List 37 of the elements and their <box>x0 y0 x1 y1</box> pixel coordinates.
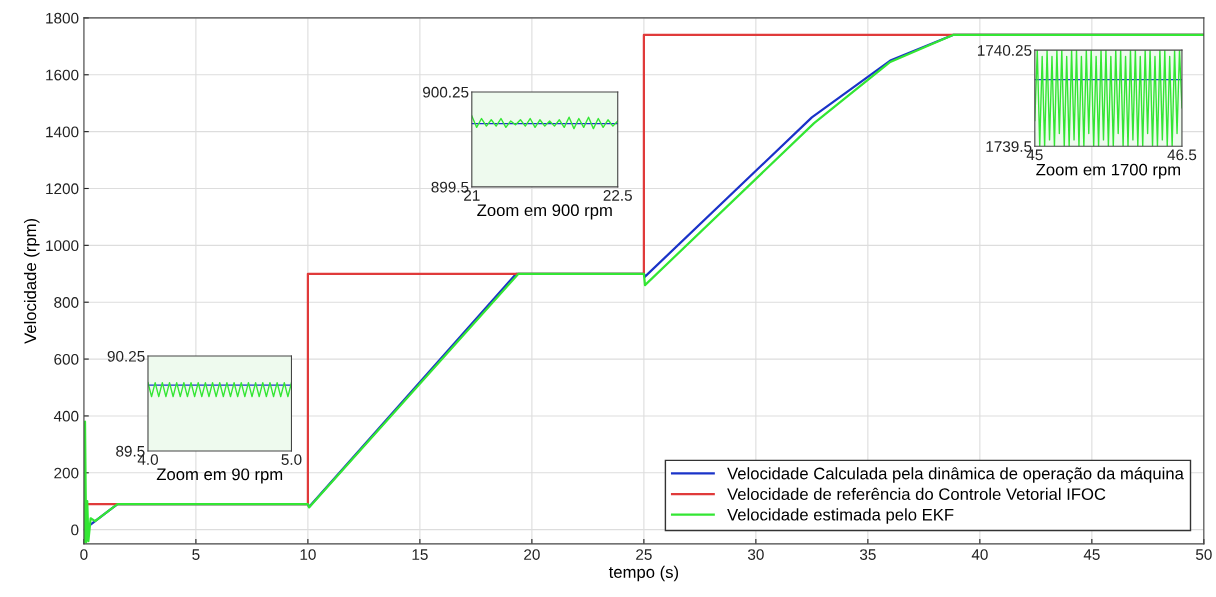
x-tick-label: 46.5 <box>1167 149 1197 161</box>
line-series <box>1034 50 1182 147</box>
x-axis-title: Zoom em 1700 rpm <box>1036 163 1180 179</box>
legend-label: Velocidade de referência do Controle Vetorial IFOC <box>727 487 1106 501</box>
line-series <box>471 115 618 130</box>
x-tick-label: 22.5 <box>603 190 632 201</box>
x-tick-label: 20 <box>524 549 540 560</box>
x-tick-label: 5.0 <box>281 454 302 465</box>
y-axis-title: Velocidade (rpm) <box>23 218 40 344</box>
y-tick-label: 90.25 <box>107 350 145 362</box>
y-tick-label: 1400 <box>46 126 79 138</box>
legend-label: Velocidade Calculada pela dinâmica de operação da máquina <box>727 466 1184 483</box>
x-tick-label: 25 <box>636 549 652 560</box>
y-tick-label: 400 <box>53 410 79 422</box>
x-tick-label: 45 <box>1083 549 1100 560</box>
y-tick-label: 1000 <box>46 240 79 252</box>
y-tick-label: 900.25 <box>423 86 469 98</box>
x-tick-label: 10 <box>300 549 316 560</box>
x-tick-label: 40 <box>971 549 988 560</box>
x-tick-label: 5 <box>192 549 200 560</box>
y-tick-label: 1800 <box>46 12 79 24</box>
x-axis-title: tempo (s) <box>608 565 679 582</box>
y-tick-label: 200 <box>54 467 79 479</box>
y-tick-label: 1200 <box>46 183 79 195</box>
y-tick-label: 800 <box>54 297 79 308</box>
x-tick-label: 50 <box>1195 549 1212 560</box>
y-tick-label: 600 <box>54 353 79 365</box>
legend-label: Velocidade estimada pelo EKF <box>727 508 954 524</box>
y-tick-label: 1600 <box>46 69 79 81</box>
x-axis-title: Zoom em 90 rpm <box>156 468 283 484</box>
x-tick-label: 30 <box>747 549 764 560</box>
x-tick-label: 15 <box>412 549 428 560</box>
x-axis-title: Zoom em 900 rpm <box>477 204 612 220</box>
y-tick-label: 1740.25 <box>977 45 1032 56</box>
y-tick-label: 0 <box>71 524 79 536</box>
x-tick-label: 35 <box>859 549 876 560</box>
x-tick-label: 0 <box>80 549 88 560</box>
